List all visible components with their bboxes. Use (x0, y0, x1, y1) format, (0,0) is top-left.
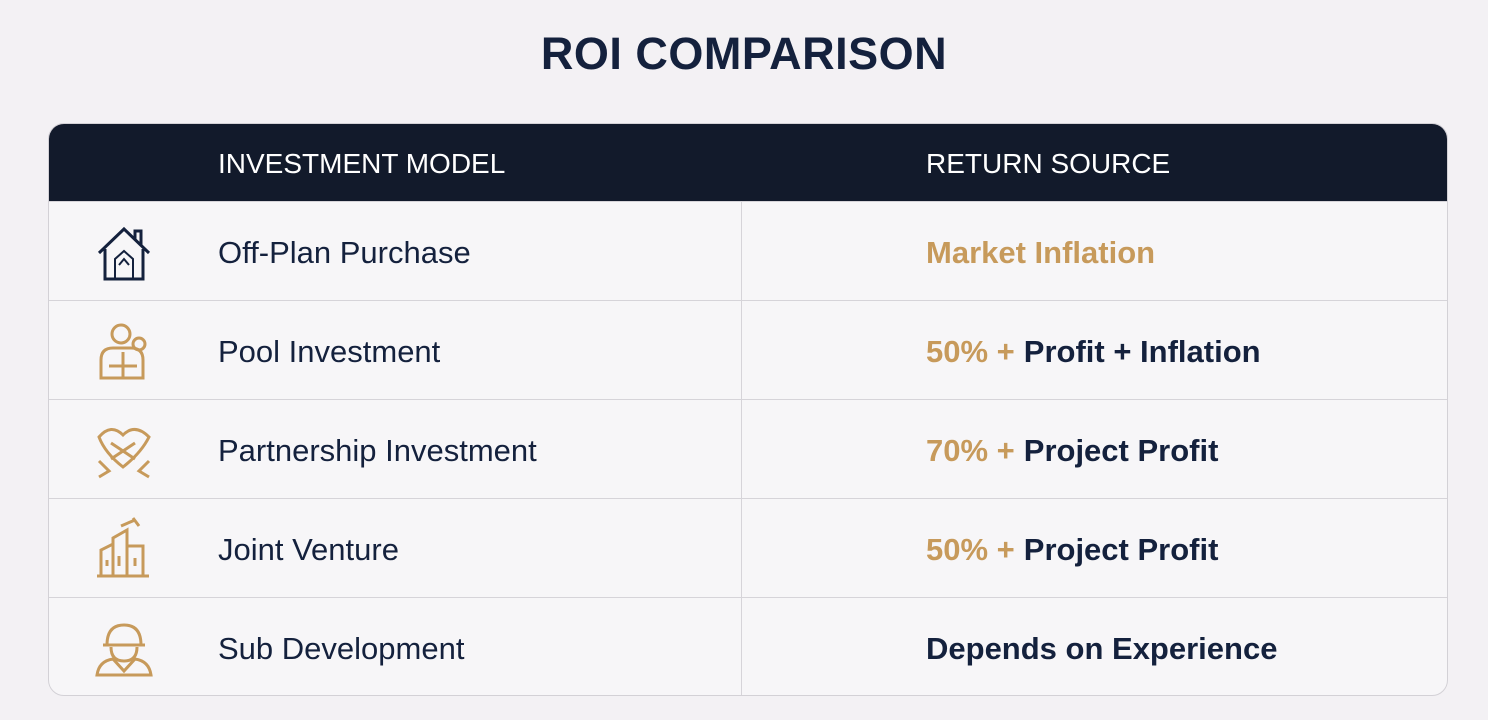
return-accent: 50% + (926, 532, 1015, 567)
return-text: Profit + Inflation (1023, 334, 1261, 369)
page-title: ROI COMPARISON (540, 28, 948, 79)
investment-model: Sub Development (218, 631, 465, 666)
table-row: Off-Plan Purchase Market Inflation (49, 201, 1447, 300)
table-row: Joint Venture 50% + Project Profit (49, 498, 1447, 597)
row-icon (97, 428, 151, 479)
row-icon (95, 623, 153, 677)
column-divider (741, 201, 742, 695)
column-header: RETURN SOURCE (926, 148, 1171, 179)
investment-model: Joint Venture (218, 532, 399, 567)
column-header: INVESTMENT MODEL (218, 148, 506, 179)
investment-model: Partnership Investment (218, 433, 537, 468)
return-text: Project Profit (1023, 532, 1219, 567)
return-source: Depends on Experience (926, 631, 1277, 667)
return-accent: Market Inflation (926, 235, 1156, 270)
investment-model: Pool Investment (218, 334, 441, 369)
return-accent: 50% + (926, 334, 1015, 369)
return-source: Market Inflation (926, 235, 1155, 271)
table-row: Partnership Investment 70% + Project Profi… (49, 399, 1447, 498)
row-icon (97, 517, 149, 578)
return-text: Depends on Experience (926, 631, 1278, 666)
table-row: Pool Investment 50% + Profit + Inflation (49, 300, 1447, 399)
row-icon (99, 323, 147, 380)
return-text: Project Profit (1023, 433, 1219, 468)
table-header: INVESTMENT MODEL RETURN SOURCE (49, 124, 1447, 201)
table-row: Sub Development Depends on Experience (49, 597, 1447, 695)
return-accent: 70% + (926, 433, 1015, 468)
comparison-table: INVESTMENT MODEL RETURN SOURCE Off-Plan … (48, 123, 1448, 696)
investment-model: Off-Plan Purchase (218, 235, 471, 270)
row-icon (97, 226, 151, 281)
return-source: 50% + Project Profit (926, 532, 1218, 568)
return-source: 70% + Project Profit (926, 433, 1218, 469)
return-source: 50% + Profit + Inflation (926, 334, 1261, 370)
